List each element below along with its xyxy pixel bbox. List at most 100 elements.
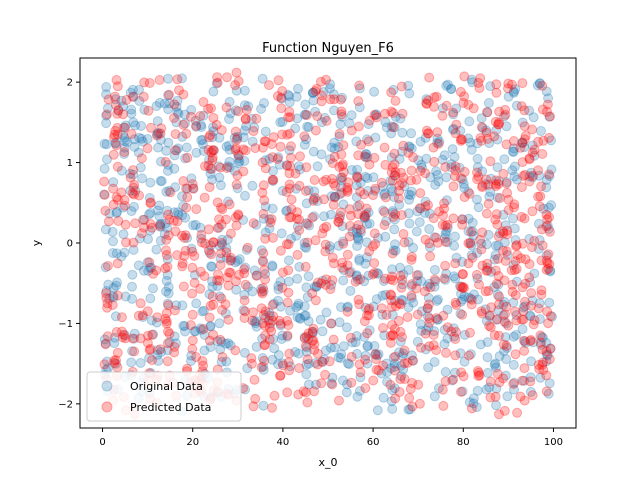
predicted-data-point [519, 363, 530, 374]
predicted-data-point [483, 179, 494, 190]
original-data-point [307, 328, 318, 339]
original-data-point [125, 168, 136, 179]
original-data-point [251, 316, 262, 327]
predicted-data-point [224, 267, 235, 278]
original-data-point [430, 179, 441, 190]
predicted-data-point [503, 78, 514, 89]
original-data-point [482, 367, 493, 378]
predicted-data-point [161, 234, 172, 245]
original-data-point [190, 326, 201, 337]
predicted-data-point [541, 370, 552, 381]
original-data-point [458, 178, 469, 189]
predicted-data-point [439, 198, 450, 209]
predicted-data-point [390, 209, 401, 220]
original-data-point [424, 208, 435, 219]
predicted-data-point [284, 212, 295, 223]
predicted-data-point [475, 133, 486, 143]
original-data-point [326, 209, 336, 220]
predicted-data-point [396, 167, 406, 178]
predicted-data-point [405, 383, 416, 394]
original-data-point [534, 170, 545, 181]
original-data-point [284, 91, 295, 102]
original-data-point [525, 310, 535, 321]
predicted-data-point [438, 310, 449, 321]
original-data-point [155, 219, 166, 230]
original-data-point [214, 172, 225, 183]
original-data-point [224, 144, 235, 155]
x-tick-label: 100 [544, 437, 563, 448]
predicted-data-point [510, 256, 521, 267]
predicted-data-point [284, 179, 295, 190]
predicted-data-point [240, 279, 251, 290]
original-data-point [103, 279, 114, 290]
original-data-point [421, 94, 432, 105]
original-data-point [412, 206, 423, 217]
original-data-point [317, 326, 328, 337]
y-tick-label: −1 [58, 319, 73, 330]
predicted-data-point [267, 315, 278, 326]
predicted-data-point [477, 180, 488, 191]
predicted-data-point [440, 162, 451, 172]
predicted-data-point [337, 172, 348, 183]
original-data-point [330, 191, 341, 202]
original-data-point [155, 176, 166, 186]
predicted-data-point [524, 272, 535, 283]
original-data-point [205, 321, 216, 332]
original-data-point [422, 281, 433, 292]
original-data-point [490, 358, 501, 369]
legend-label-original: Original Data [130, 380, 203, 393]
predicted-data-point [112, 122, 123, 133]
predicted-data-point [494, 117, 505, 128]
x-tick-label: 80 [457, 437, 470, 448]
predicted-data-point [457, 269, 468, 280]
original-data-point [387, 264, 398, 275]
predicted-data-point [179, 233, 190, 243]
predicted-data-point [544, 354, 555, 365]
original-data-point [510, 235, 521, 245]
predicted-data-point [542, 258, 553, 269]
predicted-data-point [385, 379, 396, 390]
original-data-point [316, 149, 327, 160]
predicted-data-point [511, 241, 522, 252]
original-data-point [519, 142, 530, 153]
predicted-data-point [395, 299, 406, 310]
predicted-data-point [195, 111, 206, 121]
predicted-data-point [221, 214, 231, 225]
original-data-point [213, 161, 224, 172]
predicted-data-point [406, 254, 417, 265]
predicted-data-point [312, 359, 323, 370]
predicted-data-point [364, 159, 375, 170]
predicted-data-point [346, 377, 357, 388]
original-data-point [398, 295, 408, 306]
predicted-data-point [163, 230, 174, 241]
original-data-point [101, 118, 112, 129]
original-data-point [258, 364, 269, 375]
original-data-point [362, 341, 373, 352]
original-data-point [492, 192, 503, 203]
predicted-data-point [533, 165, 543, 176]
original-data-point [483, 98, 494, 108]
original-data-point [129, 201, 139, 212]
predicted-data-point [342, 186, 353, 197]
original-data-point [364, 325, 375, 336]
original-data-point [273, 152, 284, 163]
predicted-data-point [145, 198, 156, 209]
predicted-data-point [277, 86, 288, 96]
original-data-point [319, 112, 330, 123]
legend-box [86, 371, 242, 422]
predicted-data-point [320, 279, 331, 290]
original-data-point [524, 171, 535, 182]
predicted-data-point [520, 169, 530, 180]
original-data-point [110, 94, 121, 105]
original-data-point [303, 185, 314, 196]
original-data-point [225, 108, 236, 119]
original-data-point [198, 110, 209, 121]
predicted-data-point [544, 212, 555, 223]
predicted-data-point [337, 262, 348, 273]
predicted-data-point [394, 387, 405, 397]
original-data-point [312, 161, 323, 172]
original-data-point [108, 282, 119, 293]
original-data-point [129, 333, 140, 344]
predicted-data-point [411, 270, 422, 281]
original-data-point [507, 146, 518, 157]
